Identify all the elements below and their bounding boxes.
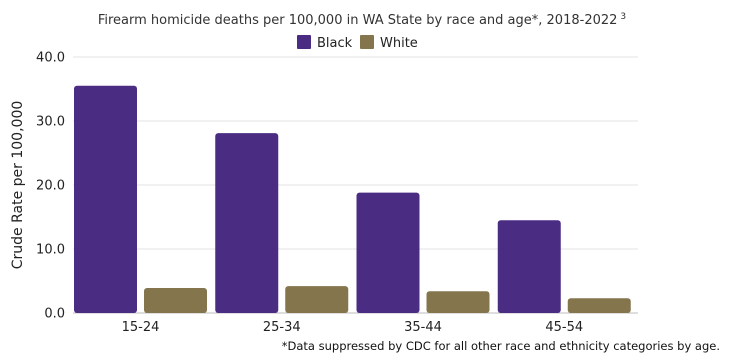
bar-black-15-24 [74, 85, 137, 313]
chart-title-main: Firearm homicide deaths per 100,000 in W… [98, 13, 618, 28]
y-axis-label: Crude Rate per 100,000 [10, 101, 26, 270]
y-tick-label: 0.0 [44, 307, 65, 322]
x-axis-ticks: 15-24 25-34 35-44 45-54 [122, 320, 584, 335]
bar-white-45-54 [567, 298, 631, 313]
x-tick-label: 25-34 [263, 320, 301, 335]
bar-white-35-44 [426, 291, 490, 313]
chart-title-superscript: 3 [620, 12, 626, 22]
legend-label-white: White [380, 36, 418, 51]
bar-black-25-34 [215, 133, 279, 313]
legend-swatch-white [360, 35, 374, 49]
legend-swatch-black [297, 35, 311, 49]
chart-title: Firearm homicide deaths per 100,000 in W… [98, 12, 626, 28]
footnote: *Data suppressed by CDC for all other ra… [282, 339, 720, 353]
bar-black-45-54 [497, 220, 561, 313]
y-tick-label: 10.0 [36, 243, 65, 258]
legend-label-black: Black [317, 36, 353, 51]
y-tick-label: 20.0 [36, 179, 65, 194]
y-tick-label: 30.0 [36, 115, 65, 130]
legend: Black White [297, 35, 418, 51]
x-tick-label: 15-24 [122, 320, 160, 335]
bar-white-25-34 [285, 286, 349, 313]
y-tick-label: 40.0 [36, 51, 65, 66]
bar-white-15-24 [144, 288, 207, 313]
bars [74, 85, 631, 313]
x-tick-label: 35-44 [404, 320, 442, 335]
bar-black-35-44 [356, 192, 420, 313]
y-axis-ticks: 0.0 10.0 20.0 30.0 40.0 [36, 51, 65, 322]
x-tick-label: 45-54 [545, 320, 583, 335]
